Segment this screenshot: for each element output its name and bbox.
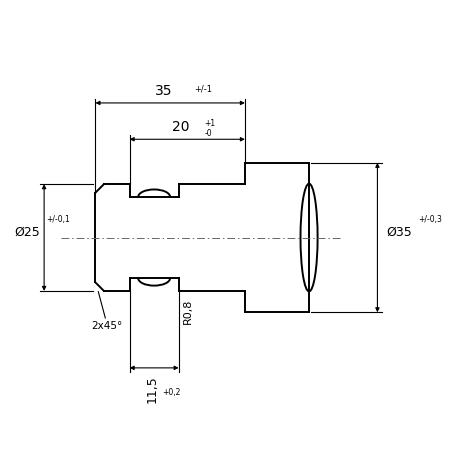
Text: +/-0,3: +/-0,3	[417, 214, 441, 223]
Text: +/-1: +/-1	[193, 84, 211, 93]
Text: +0,2: +0,2	[162, 387, 180, 396]
Text: 11,5: 11,5	[145, 375, 158, 402]
Text: 20: 20	[172, 120, 189, 134]
Text: 2x45°: 2x45°	[91, 320, 122, 330]
Text: +/-0,1: +/-0,1	[46, 214, 70, 223]
Text: +1: +1	[204, 119, 215, 128]
Text: 35: 35	[155, 84, 172, 97]
Text: R0,8: R0,8	[183, 298, 193, 323]
Text: -0: -0	[204, 129, 212, 138]
Text: Ø25: Ø25	[14, 225, 40, 238]
Text: Ø35: Ø35	[385, 225, 411, 238]
